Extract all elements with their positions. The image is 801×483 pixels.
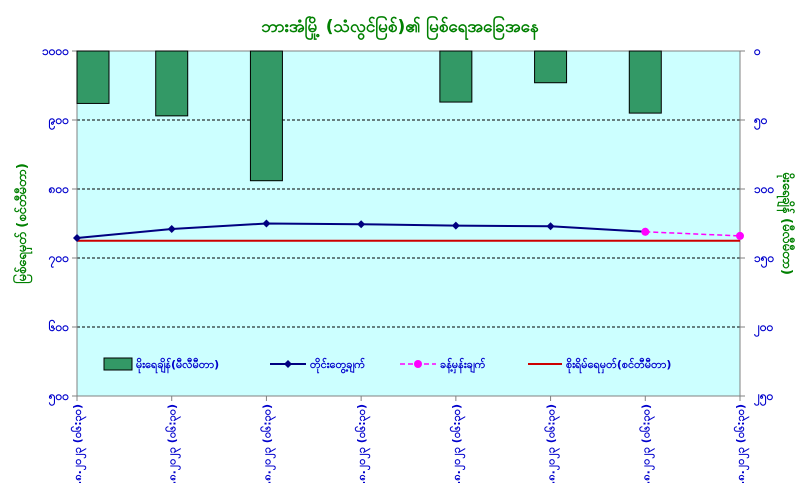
legend-label-forecast: ခန့်မှန်းချက် [440,357,486,374]
legend-label-observed: တိုင်းတွေ့ချက် [310,357,365,374]
rainfall-bar [534,50,568,84]
legend-swatch-rainfall [103,357,133,371]
observed-point [546,222,555,231]
right-axis-tick-label: ၀ [753,44,761,58]
x-axis-tick-label: ၂၈.၈.၂၀၂၃ (၀၆:၃၀) [545,404,561,483]
x-axis-tick-label: ၂၅.၈.၂၀၂၃ (၀၆:၃၀) [260,404,276,483]
legend-label-rainfall: မိုးရေချိန်(မီလီမီတာ) [136,357,219,374]
forecast-point [641,227,650,236]
observed-point [167,225,176,234]
x-axis-tick-label: ၂၄.၈.၂၀၂၃ (၀၆:၃၀) [166,404,182,483]
legend-label-warning: စိုးရိမ်ရေမှတ်(စင်တီမီတာ) [566,357,671,374]
x-axis-tick-label: ၃၀.၈.၂၀၂၃ (၀၆:၃၀) [734,404,750,483]
x-axis-tick-label: ၂၃.၈.၂၀၂၃ (၀၆:၃၀) [71,404,87,483]
right-axis-tick-label: ၅၀ [753,113,768,131]
rainfall-bar [249,50,283,182]
right-axis-tick-label: ၂၅၀ [753,389,774,407]
observed-point [357,220,366,229]
legend-marker-observed [284,360,292,368]
left-axis-tick-label: ၇၀၀ [48,251,70,269]
left-axis-tick-label: ၉၀၀ [48,113,70,131]
forecast-point [736,231,744,240]
rainfall-bar [155,50,189,117]
legend-marker-forecast [414,360,422,368]
chart-title: ဘားအံမြို့ (သံလွင်မြစ်)၏ မြစ်ရေအခြေအနေ [260,14,538,41]
left-axis-tick-label: ၈၀၀ [48,182,70,196]
observed-point [262,219,271,228]
right-axis-title: မိုးရေချိန် (မီလီမီတာ) [776,172,796,275]
left-axis-title: မြစ်ရေမှတ် (စင်တီမီတာ) [12,163,33,284]
left-axis-tick-label: ၅၀၀ [48,389,70,407]
right-axis-tick-label: ၁၅၀ [754,251,775,269]
observed-point [73,233,81,242]
observed-point [451,221,460,230]
x-axis-tick-label: ၂၉.၈.၂၀၂၃ (၀၆:၃၀) [639,404,655,483]
right-axis-tick-label: ၁၀၀ [754,182,775,196]
right-axis-tick-label: ၂၀၀ [753,320,774,338]
rainfall-bar [76,50,110,104]
x-axis-tick-label: ၂၆.၈.၂၀၂၃ (၀၆:၃၀) [355,404,371,483]
left-axis-tick-label: ၆၀၀ [48,318,70,334]
left-axis-tick-label: ၁၀၀၀ [42,44,69,58]
rainfall-bar [439,50,473,103]
rainfall-bar [628,50,662,114]
x-axis-tick-label: ၂၇.၈.၂၀၂၃ (၀၆:၃၀) [450,404,466,483]
